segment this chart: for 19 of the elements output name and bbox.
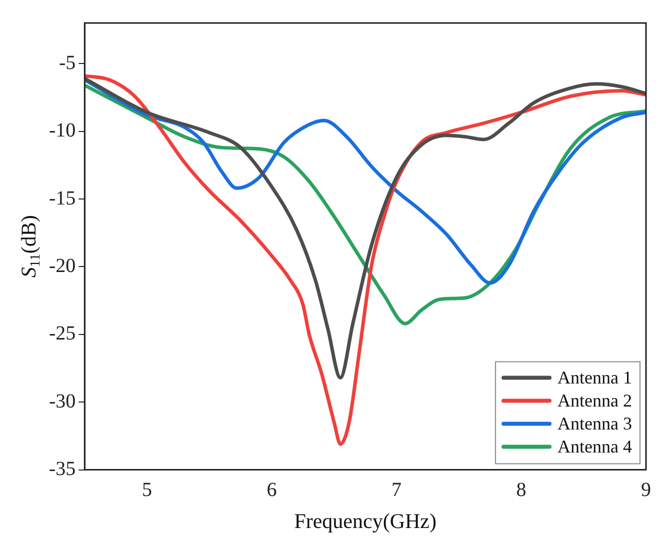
y-tick-label: -25 (48, 322, 76, 345)
y-tick-label: -5 (58, 52, 76, 74)
x-tick-label: 7 (392, 479, 402, 502)
y-axis-title: S11(dB) (16, 215, 44, 278)
legend-label: Antenna 2 (558, 390, 632, 411)
y-tick-label: -20 (48, 254, 76, 277)
legend-label: Antenna 1 (558, 368, 632, 388)
legend-label: Antenna 3 (558, 414, 632, 434)
x-tick-label: 6 (266, 479, 277, 502)
legend-label: Antenna 4 (558, 436, 632, 457)
y-tick-label: -35 (48, 458, 76, 480)
y-tick-label: -30 (48, 390, 76, 412)
y-tick-label: -10 (48, 120, 76, 142)
y-tick-label: -15 (48, 187, 76, 210)
line-series (84, 78, 646, 285)
x-axis-title: Frequency(GHz) (294, 508, 436, 533)
x-tick-label: 5 (142, 479, 152, 502)
x-tick-label: 9 (641, 479, 651, 502)
x-tick-label: 8 (516, 479, 526, 502)
